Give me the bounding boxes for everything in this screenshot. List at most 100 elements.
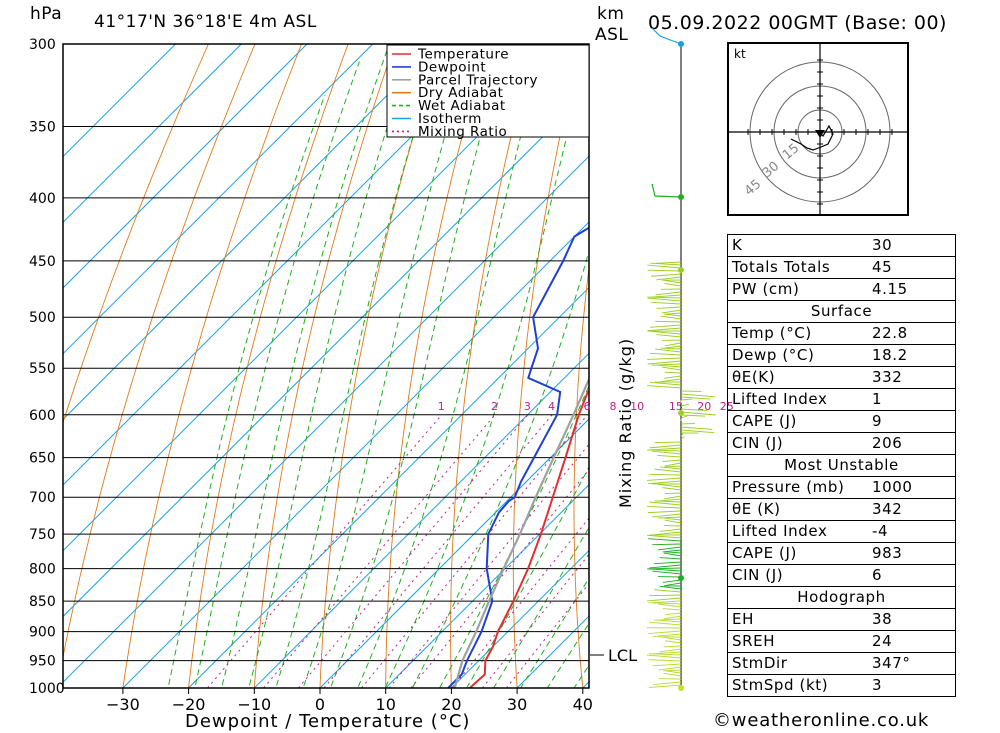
wind-barb: [680, 403, 690, 407]
isotherm-line: [122, 221, 589, 688]
wind-barb: [663, 465, 682, 468]
surface-label: CAPE (J): [727, 410, 868, 433]
wind-barb: [651, 27, 682, 45]
wind-barb: [653, 589, 682, 593]
mixing-ratio-label: 3: [524, 400, 531, 413]
temperature-tick-label: 0: [315, 695, 325, 714]
wind-barb: [656, 276, 682, 281]
wind-barb: [651, 330, 682, 335]
dry-adiabat-line: [63, 44, 256, 660]
mixing-ratio-line: [263, 414, 496, 688]
series-parcel-trajectory: [453, 376, 589, 688]
legend-label: Dry Adiabat: [418, 85, 503, 101]
wind-barb: [652, 602, 682, 605]
indices-table: K 30 Totals Totals 45 PW (cm) 4.15 Surface Temp…: [727, 234, 956, 697]
wind-barb: [680, 422, 696, 425]
wind-barb: [680, 414, 706, 417]
wind-barb: [647, 385, 682, 389]
surface-row: Temp (°C) 22.8: [727, 322, 956, 345]
hodograph-trace: [790, 124, 834, 151]
wind-barb: [664, 375, 682, 379]
height-ref: ASL: [595, 25, 629, 45]
temperature-tick-label: 10: [376, 695, 396, 714]
wind-barb: [664, 492, 682, 495]
wind-barb: [663, 615, 682, 620]
pressure-tick-labels: 300 350 400 450 500 550 600 650 700 750 800 850 900 9…: [29, 37, 65, 697]
mixing-ratio-axis-label: Mixing Ratio (g/kg): [616, 338, 635, 508]
temperature-tick-label: −10: [237, 695, 271, 714]
wet-adiabat-line: [248, 44, 415, 688]
wind-barb: [652, 663, 682, 667]
wind-barb: [664, 612, 682, 616]
wind-barb: [680, 433, 684, 437]
wind-barb: [664, 640, 682, 644]
wind-barb: [657, 516, 682, 519]
wind-barb: [661, 366, 682, 371]
surface-row: Dewp (°C) 18.2: [727, 344, 956, 367]
pressure-tick-label: 900: [29, 625, 56, 641]
surface-value: 332: [868, 366, 956, 389]
credit: ©weatheronline.co.uk: [713, 710, 930, 731]
dry-adiabat-line: [122, 44, 302, 688]
wind-barb: [658, 666, 682, 671]
series-temperature: [469, 389, 589, 688]
wind-barb: [652, 633, 682, 638]
isotherm-line: [63, 89, 589, 618]
wind-barb: [656, 364, 682, 368]
wet-adiabat-line: [221, 44, 390, 688]
legend-label: Parcel Trajectory: [418, 72, 538, 88]
wind-barb: [680, 393, 716, 398]
most-unstable-row: Lifted Index -4: [727, 520, 956, 543]
wind-barb: [664, 342, 682, 347]
isotherm-line: [385, 483, 589, 688]
wind-barb: [680, 418, 683, 422]
hodograph-unit: kt: [734, 47, 746, 61]
wind-barb: [648, 630, 682, 634]
plot-frame: [62, 43, 590, 689]
wind-barb: [647, 327, 682, 332]
hodograph-index-label: StmSpd (kt): [727, 674, 868, 697]
hodograph-index-label: EH: [727, 608, 868, 631]
hodograph-index-row: SREH 24: [727, 630, 956, 653]
wind-barb: [652, 543, 682, 546]
wind-barb: [653, 681, 682, 685]
pressure-tick-label: 800: [29, 562, 56, 578]
wind-barb: [648, 684, 682, 689]
legend-label: Temperature: [417, 47, 509, 63]
mixing-ratio-label: 15: [669, 400, 683, 413]
most-unstable-value: 6: [868, 564, 956, 587]
stability-row: Totals Totals 45: [727, 256, 956, 279]
temperature-tick-label: 30: [507, 695, 527, 714]
x-axis-label: Dewpoint / Temperature (°C): [185, 711, 470, 732]
surface-value: 1: [868, 388, 956, 411]
wind-barb: [662, 579, 682, 583]
wet-adiabat-line: [546, 622, 589, 688]
legend-label: Wet Adiabat: [418, 98, 506, 114]
wind-barb: [650, 352, 682, 356]
wind-barbs: [646, 27, 716, 691]
wind-barb: [647, 357, 682, 360]
dry-adiabat-line: [253, 44, 396, 688]
wind-barb: [664, 283, 682, 287]
wet-adiabat-line: [275, 44, 443, 688]
wet-adiabat-line: [439, 384, 589, 688]
isotherm-line: [63, 44, 374, 355]
surface-value: 18.2: [868, 344, 956, 367]
most-unstable-row: CAPE (J) 983: [727, 542, 956, 565]
wind-barb: [656, 334, 682, 338]
location-title: 41°17'N 36°18'E 4m ASL: [94, 12, 317, 32]
surface-section-title: Surface: [727, 300, 956, 323]
mixing-ratio-label: 8: [609, 400, 616, 413]
wind-barb: [663, 552, 682, 557]
wind-barb: [656, 306, 682, 309]
wind-barb: [648, 538, 682, 542]
wind-barb: [663, 495, 682, 500]
wind-barb: [649, 594, 682, 597]
most-unstable-row: θE (K) 342: [727, 498, 956, 521]
temperature-tick-label: 40: [573, 695, 593, 714]
wind-barb: [663, 645, 682, 648]
mixing-ratio-line: [451, 517, 589, 688]
surface-row: CIN (J) 206: [727, 432, 956, 455]
wind-barb: [654, 441, 682, 443]
pressure-tick-label: 700: [29, 490, 56, 506]
